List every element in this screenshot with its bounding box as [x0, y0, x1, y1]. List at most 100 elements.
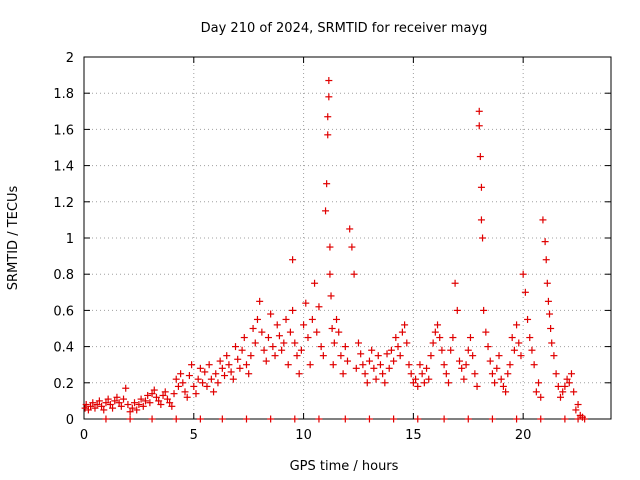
data-point — [242, 361, 250, 369]
data-point — [128, 404, 136, 412]
data-point — [109, 404, 117, 412]
data-point — [365, 415, 373, 423]
data-point — [547, 325, 555, 332]
data-point — [325, 93, 333, 101]
y-axis-label: SRMTID / TECUs — [6, 186, 21, 291]
data-point — [368, 346, 376, 354]
data-point — [188, 361, 196, 369]
data-point — [95, 397, 103, 405]
data-point — [172, 415, 180, 423]
data-point — [157, 401, 165, 409]
y-tick-labels: 0 0.2 0.4 0.6 0.8 1 1.2 1.4 1.6 1.8 2 — [53, 51, 74, 428]
data-point — [480, 306, 488, 314]
data-point — [210, 388, 218, 396]
data-point — [526, 334, 534, 342]
data-point — [295, 370, 303, 378]
data-point — [337, 352, 345, 360]
data-point — [449, 334, 457, 342]
data-point — [542, 256, 550, 264]
data-point — [418, 370, 426, 378]
y-tick-label: 0 — [66, 413, 74, 428]
grid — [84, 57, 611, 419]
data-point — [495, 352, 503, 360]
data-point — [152, 393, 160, 401]
data-point — [91, 404, 99, 412]
data-point — [350, 270, 358, 278]
data-point — [286, 328, 294, 336]
data-point — [323, 180, 331, 188]
data-point — [376, 361, 384, 369]
data-point — [264, 334, 272, 342]
data-point — [181, 388, 189, 396]
data-point — [102, 399, 110, 407]
data-point — [275, 332, 283, 340]
data-point — [117, 402, 125, 410]
data-point — [326, 270, 334, 278]
data-point — [357, 350, 365, 358]
data-point — [394, 343, 402, 351]
data-point — [98, 402, 106, 410]
data-point — [425, 375, 433, 383]
data-point — [390, 415, 398, 423]
data-point — [502, 388, 510, 396]
data-point — [407, 370, 415, 378]
y-tick-label: 0.2 — [53, 377, 74, 392]
data-point — [113, 393, 121, 401]
data-point — [440, 415, 448, 423]
data-point — [168, 402, 176, 410]
data-point — [201, 368, 209, 376]
data-point — [570, 388, 578, 396]
data-point — [166, 399, 174, 407]
data-point — [348, 243, 356, 251]
chart-title: Day 210 of 2024, SRMTID for receiver may… — [201, 21, 488, 36]
data-point — [84, 406, 92, 414]
data-point — [333, 315, 341, 323]
x-tick-labels: 0 5 10 15 20 — [80, 428, 532, 443]
data-point — [293, 352, 301, 360]
data-point — [385, 364, 393, 372]
data-point — [87, 402, 95, 410]
data-point — [341, 343, 349, 351]
data-point — [133, 406, 141, 414]
data-point — [236, 364, 244, 372]
data-point — [370, 364, 378, 372]
data-point — [429, 339, 437, 347]
data-point — [346, 225, 354, 233]
data-point — [374, 352, 382, 360]
data-point — [574, 401, 582, 409]
data-point — [328, 325, 336, 332]
data-point — [289, 306, 297, 314]
data-point — [482, 328, 490, 336]
data-point — [326, 243, 334, 251]
data-point — [390, 357, 398, 365]
data-point — [532, 388, 540, 396]
data-point — [513, 321, 521, 329]
data-point — [484, 343, 492, 351]
data-point — [159, 391, 167, 399]
data-point — [100, 406, 108, 414]
data-point — [282, 315, 290, 323]
data-point — [324, 131, 332, 139]
data-point — [574, 415, 582, 423]
data-point — [212, 370, 220, 378]
data-point — [381, 379, 389, 387]
data-point — [170, 390, 178, 398]
data-point — [475, 107, 483, 115]
data-point — [554, 382, 562, 390]
data-point — [363, 379, 371, 387]
data-point — [543, 279, 551, 287]
data-point — [403, 339, 411, 347]
data-point — [258, 328, 266, 336]
data-point — [126, 408, 134, 416]
data-point — [291, 339, 299, 347]
data-point — [144, 391, 152, 399]
data-point — [372, 375, 380, 383]
data-point — [238, 346, 246, 354]
data-point — [506, 361, 514, 369]
data-point — [559, 388, 567, 396]
data-point — [471, 370, 479, 378]
data-point — [322, 207, 330, 215]
data-point — [510, 346, 518, 354]
data-point — [271, 352, 279, 360]
